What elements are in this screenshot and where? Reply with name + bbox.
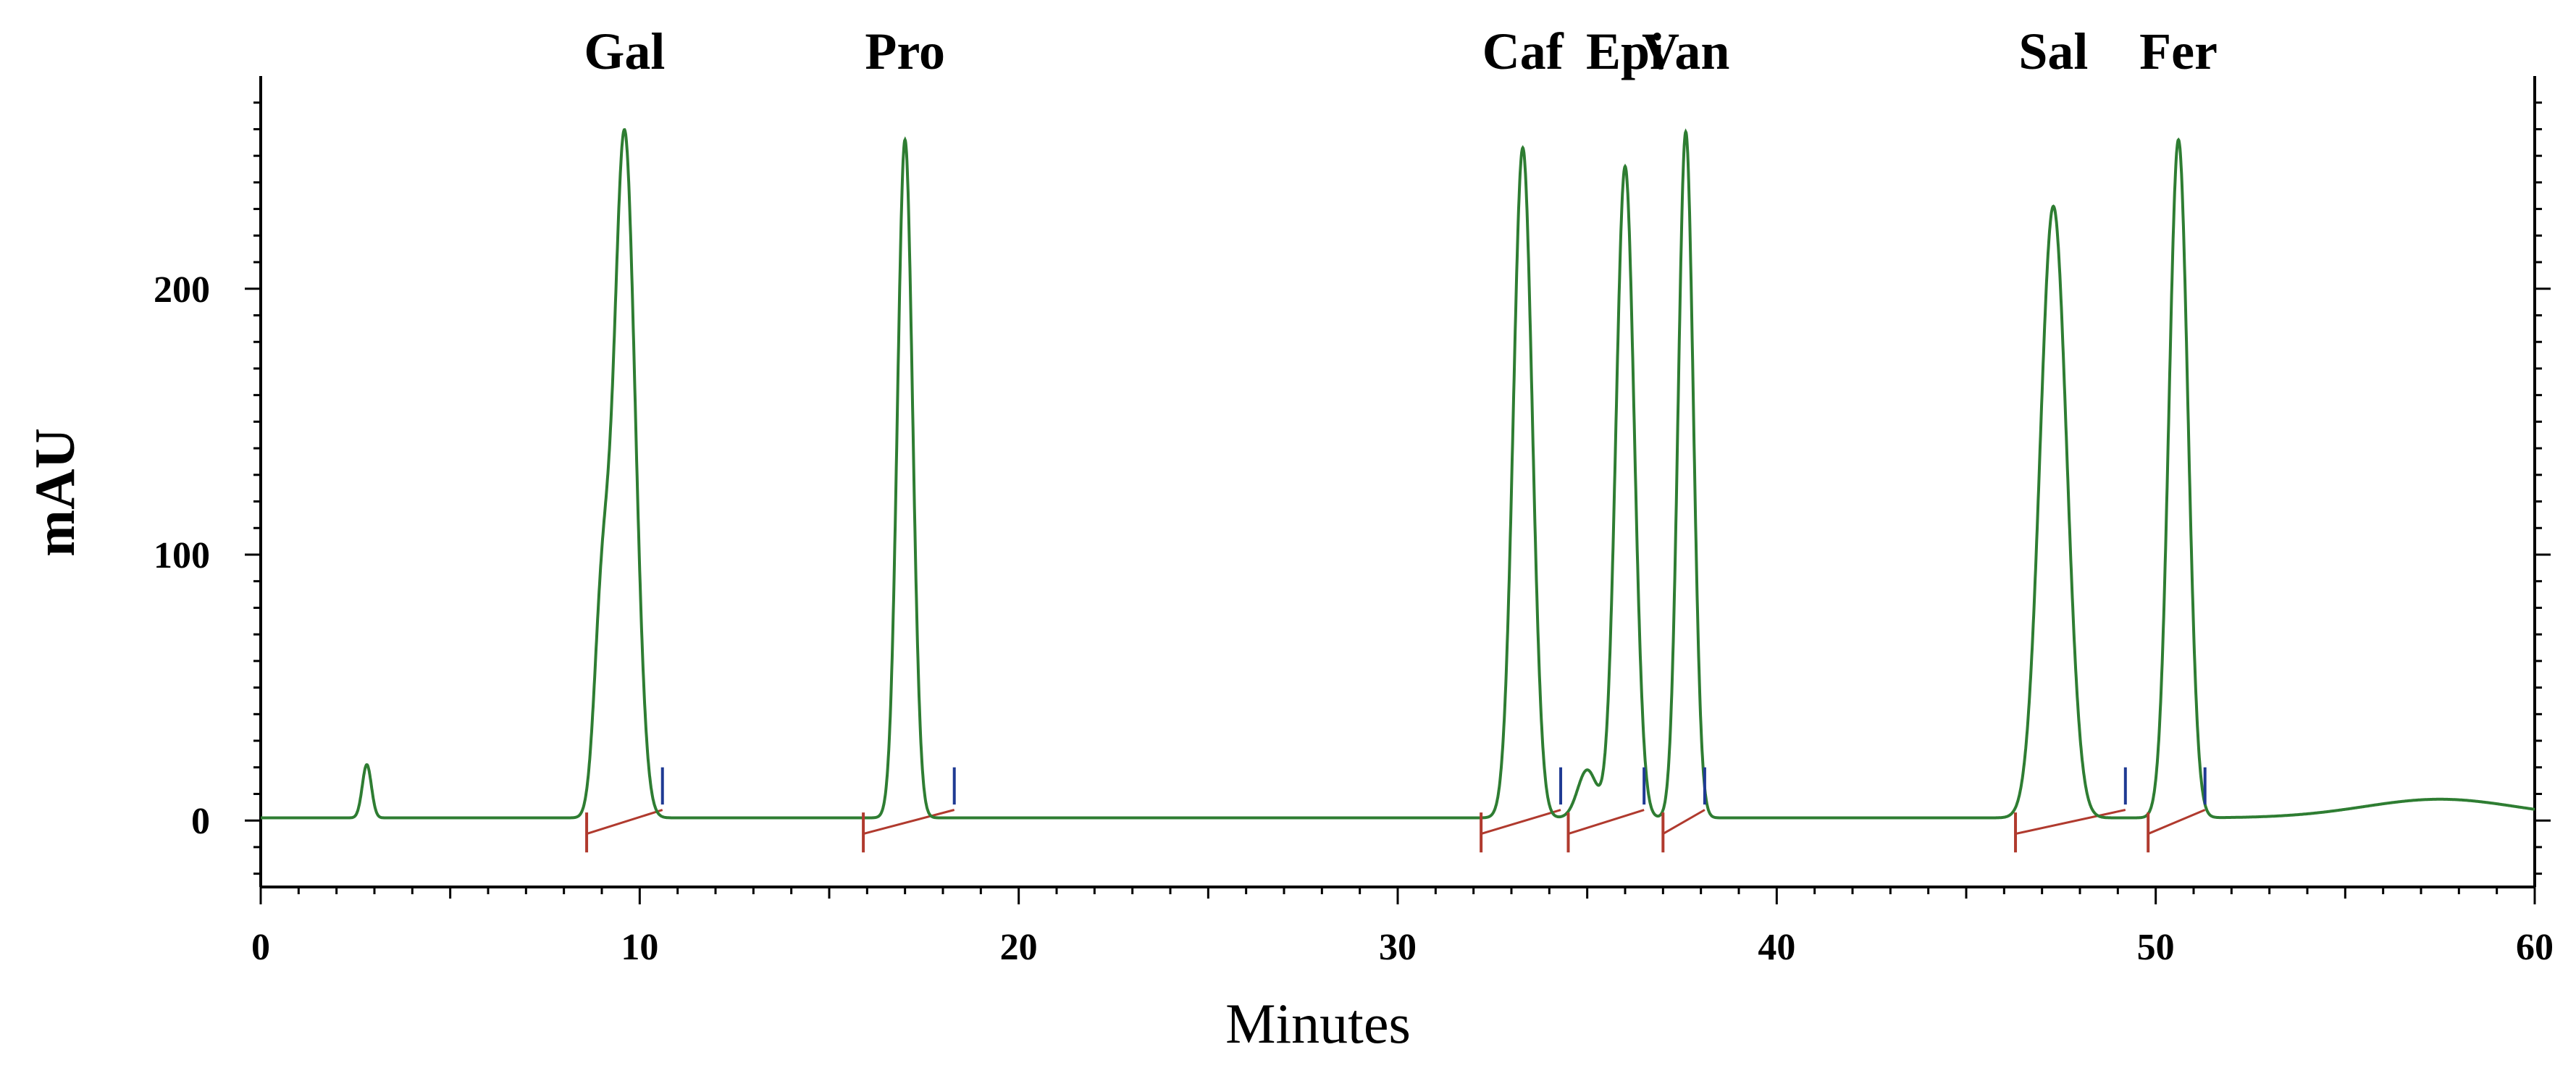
x-axis-title: Minutes — [1225, 992, 1411, 1055]
y-tick-label: 200 — [154, 269, 210, 311]
x-tick-label: 0 — [251, 927, 270, 968]
peak-label-pro: Pro — [865, 22, 945, 80]
peak-baseline — [2015, 809, 2126, 836]
peak-label-epi: Epi — [1586, 22, 1664, 80]
x-tick-label: 40 — [1758, 927, 1795, 968]
peak-baseline — [586, 809, 663, 835]
peak-label-sal: Sal — [2018, 22, 2088, 80]
peak-baseline — [1480, 809, 1561, 835]
peak-label-van: Van — [1642, 22, 1729, 80]
x-ticks: 0 10 20 30 40 50 60 — [251, 887, 2554, 968]
peak-baseline — [863, 809, 955, 836]
y-tick-label: 0 — [191, 801, 210, 842]
signal-trace — [261, 127, 2535, 820]
peak-baseline — [1568, 809, 1645, 835]
y-tick-label: 100 — [154, 535, 210, 576]
peak-baseline — [1662, 809, 1706, 835]
x-tick-label: 20 — [1000, 927, 1038, 968]
x-tick-label: 10 — [621, 927, 658, 968]
y-ticks: 0 100 200 — [154, 101, 2551, 875]
signal-line — [261, 127, 2535, 820]
peak-label-caf: Caf — [1482, 22, 1564, 80]
peak-label-gal: Gal — [584, 22, 665, 80]
integration-markers — [585, 767, 2207, 853]
x-tick-label: 30 — [1379, 927, 1417, 968]
y-axis-title: mAU — [23, 428, 86, 557]
x-tick-label: 50 — [2137, 927, 2175, 968]
x-tick-label: 60 — [2516, 927, 2554, 968]
peak-label-fer: Fer — [2139, 22, 2218, 80]
peak-baseline — [2147, 809, 2206, 835]
axes-frame — [259, 76, 2536, 888]
baseline-segments — [586, 809, 2206, 836]
